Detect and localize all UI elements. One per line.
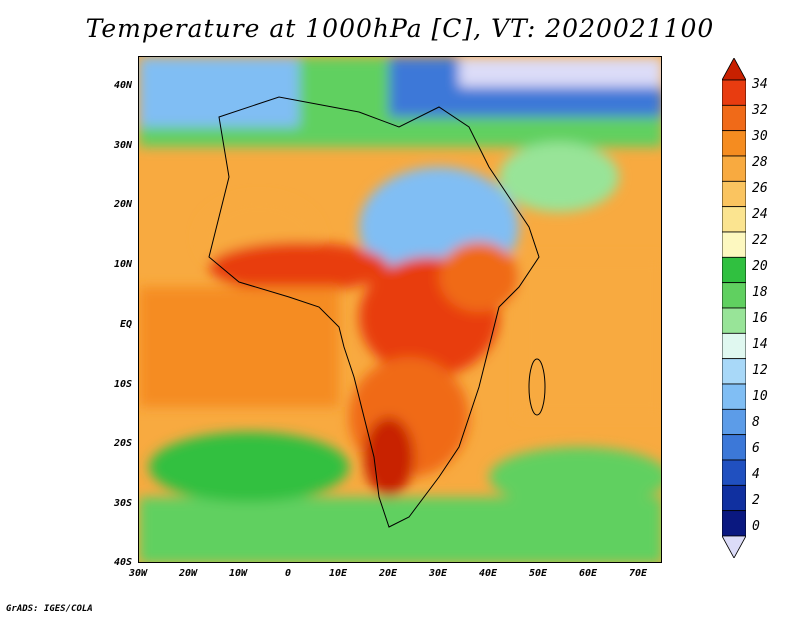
colorbar-label: 22 xyxy=(752,233,768,248)
nw-atlantic-cool xyxy=(139,57,299,127)
lat-label: 40S xyxy=(113,557,132,568)
tropical-atlantic xyxy=(139,287,339,407)
colorbar-segment xyxy=(722,231,746,258)
colorbar-segment xyxy=(722,408,746,436)
colorbar-label: 20 xyxy=(752,259,768,274)
south-indian-cool xyxy=(489,447,661,507)
lat-label: 20S xyxy=(113,438,132,449)
south-atlantic-cool xyxy=(149,432,349,502)
lat-label: 10N xyxy=(113,259,132,270)
colorbar-label: 28 xyxy=(752,155,768,170)
lon-label: 40E xyxy=(478,568,498,579)
map-title: Temperature at 1000hPa [C], VT: 20200211… xyxy=(85,14,715,43)
colorbar xyxy=(722,58,746,558)
colorbar-segment xyxy=(722,307,746,334)
colorbar-segment xyxy=(722,282,746,309)
colorbar-label: 34 xyxy=(752,77,768,92)
colorbar-label: 2 xyxy=(752,493,760,508)
colorbar-segment xyxy=(722,434,746,461)
credit-label: GrADS: IGES/COLA xyxy=(6,604,93,614)
lon-label: 50E xyxy=(528,568,548,579)
colorbar-segment xyxy=(722,79,746,106)
lon-label: 20W xyxy=(178,568,198,579)
colorbar-label: 0 xyxy=(752,519,760,534)
lat-label: EQ xyxy=(119,319,132,330)
colorbar-label: 32 xyxy=(752,103,768,118)
colorbar-segment xyxy=(722,484,746,512)
colorbar-label: 18 xyxy=(752,285,768,300)
lon-label: 60E xyxy=(578,568,598,579)
lat-label: 40N xyxy=(113,80,132,91)
sahel-hot xyxy=(209,242,389,292)
indian-ocean xyxy=(519,257,661,417)
south-ocean-cool xyxy=(139,497,661,562)
colorbar-segment xyxy=(722,104,746,132)
colorbar-segment xyxy=(722,358,746,385)
east-hot xyxy=(439,242,519,312)
colorbar-label: 24 xyxy=(752,207,768,222)
lon-label: 70E xyxy=(628,568,648,579)
colorbar-segment xyxy=(722,383,746,410)
africa-coastline xyxy=(208,96,540,528)
map-panel[interactable] xyxy=(138,56,662,563)
madagascar-outline xyxy=(528,358,546,416)
colorbar-top-arrow xyxy=(722,58,746,81)
colorbar-label: 26 xyxy=(752,181,768,196)
colorbar-segment xyxy=(722,206,746,233)
colorbar-segment xyxy=(722,155,746,182)
colorbar-segment xyxy=(722,256,746,284)
lon-label: 30W xyxy=(128,568,148,579)
colorbar-label: 4 xyxy=(752,467,760,482)
lon-label: 30E xyxy=(428,568,448,579)
colorbar-label: 6 xyxy=(752,441,760,456)
temperature-field xyxy=(139,57,661,562)
colorbar-label: 8 xyxy=(752,415,760,430)
arabia-cool xyxy=(499,142,619,212)
colorbar-segment xyxy=(722,180,746,208)
lat-label: 10S xyxy=(113,379,132,390)
far-north-cold xyxy=(459,57,661,87)
lon-label: 10W xyxy=(228,568,248,579)
lat-label: 30N xyxy=(113,140,132,151)
colorbar-segment xyxy=(722,332,746,360)
lon-label: 10E xyxy=(328,568,348,579)
colorbar-segment xyxy=(722,130,746,157)
namibia-hot xyxy=(364,417,414,497)
colorbar-label: 12 xyxy=(752,363,768,378)
colorbar-label: 30 xyxy=(752,129,768,144)
colorbar-label: 14 xyxy=(752,337,768,352)
lon-label: 20E xyxy=(378,568,398,579)
colorbar-segment xyxy=(722,459,746,486)
lon-label: 0 xyxy=(284,568,292,579)
colorbar-label: 16 xyxy=(752,311,768,326)
colorbar-bottom-arrow xyxy=(722,535,746,558)
lat-label: 30S xyxy=(113,498,132,509)
colorbar-label: 10 xyxy=(752,389,768,404)
lat-label: 20N xyxy=(113,199,132,210)
colorbar-segment xyxy=(722,510,746,537)
